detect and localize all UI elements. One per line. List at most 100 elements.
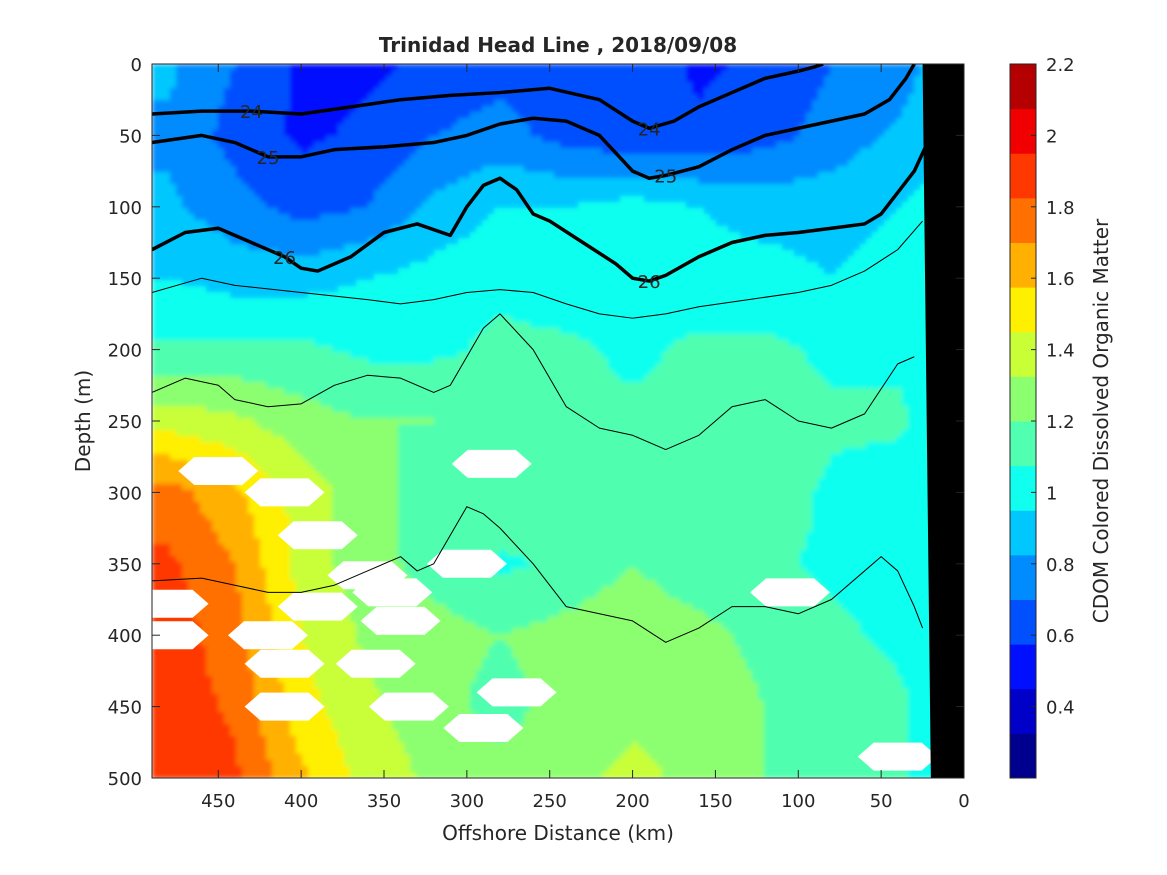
cdom-cell: [170, 70, 177, 77]
cdom-cell: [782, 244, 789, 251]
cdom-cell: [650, 250, 657, 257]
cdom-cell: [728, 112, 735, 119]
cdom-cell: [536, 136, 543, 143]
cdom-cell: [236, 178, 243, 185]
cdom-cell: [416, 160, 423, 167]
cdom-cell: [518, 94, 525, 101]
cdom-cell: [164, 166, 171, 173]
cdom-cell: [674, 82, 681, 89]
cdom-cell: [500, 250, 507, 257]
cdom-cell: [764, 196, 771, 203]
cdom-cell: [722, 256, 729, 263]
cdom-cell: [560, 166, 567, 173]
cdom-cell: [278, 250, 285, 257]
cdom-cell: [602, 196, 609, 203]
cdom-cell: [230, 112, 237, 119]
cdom-cell: [884, 172, 891, 179]
cdom-cell: [206, 208, 213, 215]
cdom-cell: [746, 106, 753, 113]
cdom-cell: [512, 232, 519, 239]
cdom-cell: [290, 184, 297, 191]
cdom-cell: [548, 88, 555, 95]
cdom-cell: [758, 274, 765, 281]
cdom-cell: [422, 118, 429, 125]
cdom-cell: [902, 268, 909, 275]
cdom-cell: [164, 112, 171, 119]
cdom-cell: [374, 256, 381, 263]
cdom-cell: [416, 214, 423, 221]
cdom-cell: [764, 178, 771, 185]
cdom-cell: [674, 136, 681, 143]
cdom-cell: [476, 82, 483, 89]
cdom-cell: [452, 118, 459, 125]
cdom-cell: [320, 202, 327, 209]
cdom-cell: [776, 118, 783, 125]
cdom-cell: [350, 124, 357, 131]
cdom-cell: [698, 244, 705, 251]
cdom-cell: [764, 274, 771, 281]
cdom-cell: [884, 274, 891, 281]
cdom-cell: [188, 94, 195, 101]
cdom-cell: [788, 106, 795, 113]
cdom-cell: [590, 256, 597, 263]
cdom-cell: [512, 238, 519, 245]
cdom-cell: [758, 184, 765, 191]
cdom-cell: [656, 136, 663, 143]
cdom-cell: [914, 100, 921, 107]
cdom-cell: [860, 100, 867, 107]
cdom-cell: [392, 112, 399, 119]
cdom-cell: [290, 112, 297, 119]
cdom-cell: [686, 196, 693, 203]
cdom-cell: [866, 88, 873, 95]
cdom-cell: [890, 184, 897, 191]
cdom-cell: [326, 94, 333, 101]
cdom-cell: [416, 274, 423, 281]
cdom-cell: [392, 70, 399, 77]
cdom-cell: [746, 208, 753, 215]
cdom-cell: [776, 220, 783, 227]
cdom-cell: [728, 70, 735, 77]
cdom-cell: [170, 76, 177, 83]
cdom-cell: [176, 226, 183, 233]
cdom-cell: [518, 148, 525, 155]
cdom-cell: [836, 262, 843, 269]
cdom-cell: [476, 232, 483, 239]
cdom-cell: [692, 190, 699, 197]
cdom-cell: [908, 238, 915, 245]
cdom-cell: [584, 262, 591, 269]
cdom-cell: [182, 100, 189, 107]
cdom-cell: [854, 148, 861, 155]
cdom-cell: [470, 106, 477, 113]
cdom-cell: [152, 214, 159, 221]
cdom-cell: [578, 172, 585, 179]
cdom-cell: [392, 238, 399, 245]
cdom-cell: [488, 130, 495, 137]
cdom-cell: [254, 202, 261, 209]
cdom-cell: [416, 64, 423, 71]
cdom-cell: [308, 64, 315, 71]
cdom-cell: [698, 76, 705, 83]
cdom-cell: [572, 196, 579, 203]
cdom-cell: [674, 190, 681, 197]
cdom-cell: [170, 256, 177, 263]
cdom-cell: [734, 184, 741, 191]
cdom-cell: [332, 136, 339, 143]
cdom-cell: [350, 76, 357, 83]
cdom-cell: [746, 172, 753, 179]
cdom-cell: [182, 190, 189, 197]
cdom-cell: [788, 244, 795, 251]
cdom-cell: [806, 214, 813, 221]
cdom-cell: [452, 160, 459, 167]
cdom-cell: [650, 184, 657, 191]
cdom-cell: [746, 112, 753, 119]
cdom-cell: [902, 226, 909, 233]
cdom-cell: [272, 268, 279, 275]
cdom-cell: [242, 244, 249, 251]
cdom-cell: [878, 274, 885, 281]
cdom-cell: [440, 148, 447, 155]
cdom-cell: [464, 118, 471, 125]
cdom-cell: [572, 124, 579, 131]
cdom-cell: [776, 250, 783, 257]
cdom-cell: [704, 82, 711, 89]
cdom-cell: [398, 112, 405, 119]
